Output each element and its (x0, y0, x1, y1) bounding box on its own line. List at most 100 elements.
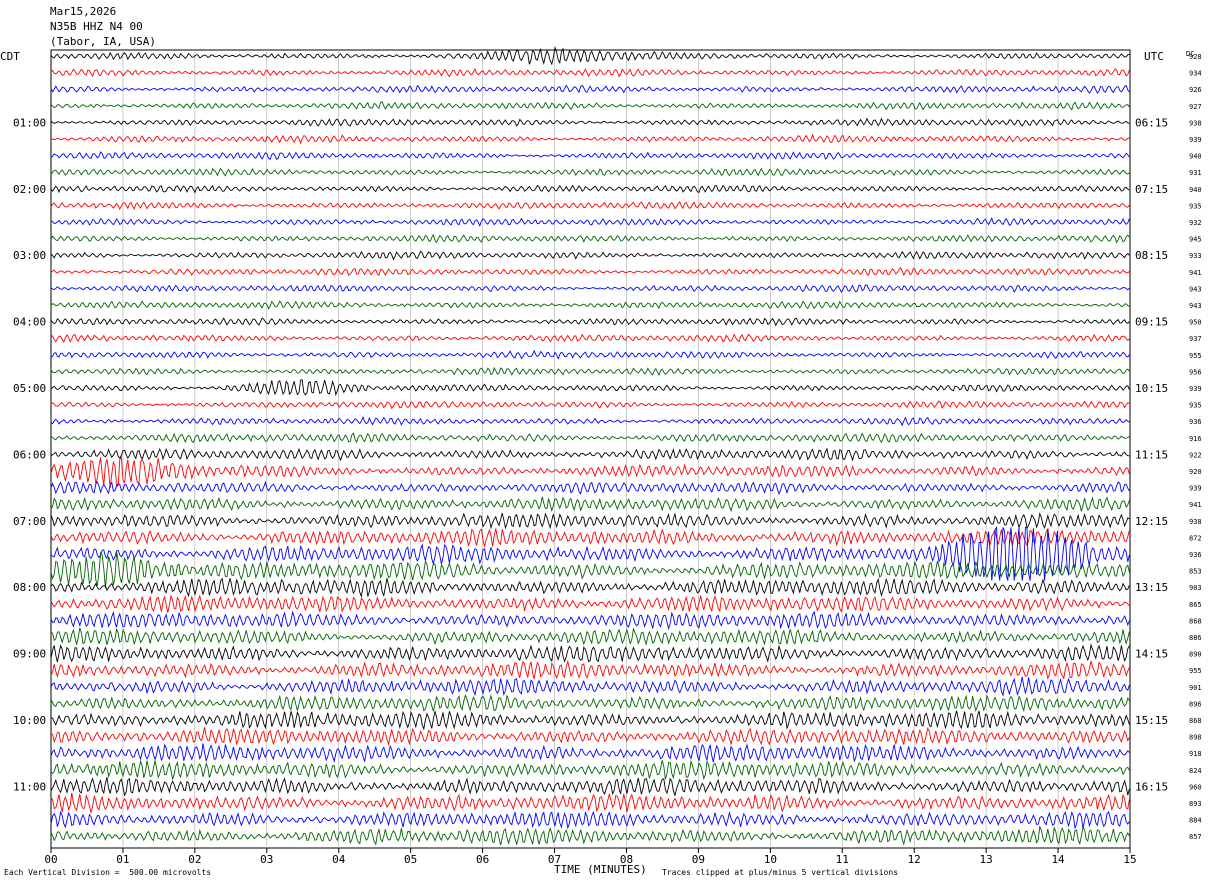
right-time-label: 10:15 (1135, 382, 1168, 395)
x-axis-label: TIME (MINUTES) (554, 863, 647, 876)
dc-offset-label: 868 (1189, 717, 1202, 725)
trace-row-33 (50, 577, 1130, 598)
trace-row-28 (50, 496, 1130, 513)
plot-frame (50, 49, 1131, 849)
trace-row-34 (50, 594, 1130, 614)
dc-offset-label: 872 (1189, 534, 1202, 542)
dc-offset-label: 893 (1189, 800, 1202, 808)
trace-row-41 (50, 710, 1130, 731)
left-axis-title: CDT (0, 50, 20, 63)
trace-row-26 (50, 455, 1130, 489)
dc-offset-label: 931 (1189, 169, 1202, 177)
trace-row-42 (50, 726, 1130, 746)
trace-row-6 (50, 133, 1130, 145)
trace-row-46 (50, 792, 1130, 815)
station-location: (Tabor, IA, USA) (50, 35, 156, 48)
dc-offset-label: 868 (1189, 617, 1202, 625)
right-time-label: 14:15 (1135, 648, 1168, 661)
trace-row-11 (50, 216, 1130, 228)
dc-offset-label: 903 (1189, 584, 1202, 592)
x-tick-label: 15 (1123, 853, 1136, 866)
trace-row-21 (50, 379, 1130, 397)
trace-row-2 (50, 68, 1130, 78)
right-time-label: 06:15 (1135, 116, 1168, 129)
trace-row-4 (50, 101, 1130, 111)
dc-offset-label: 939 (1189, 136, 1202, 144)
left-time-label: 01:00 (13, 116, 46, 129)
trace-row-7 (50, 151, 1130, 161)
trace-row-25 (50, 447, 1130, 462)
right-time-label: 15:15 (1135, 714, 1168, 727)
dc-offset-label: 937 (1189, 335, 1202, 343)
x-tick-label: 03 (260, 853, 273, 866)
trace-row-31 (50, 525, 1130, 581)
dc-offset-label: 853 (1189, 568, 1202, 576)
trace-row-8 (50, 167, 1130, 177)
trace-row-5 (50, 117, 1130, 127)
trace-row-14 (50, 267, 1130, 277)
trace-row-40 (50, 694, 1130, 713)
dc-offset-label: 938 (1189, 119, 1202, 127)
clip-note: Traces clipped at plus/minus 5 vertical … (662, 868, 899, 877)
dc-offset-label: 896 (1189, 700, 1202, 708)
dc-offset-label: 939 (1189, 485, 1202, 493)
x-tick-label: 00 (44, 853, 57, 866)
trace-row-20 (50, 366, 1130, 377)
trace-row-48 (50, 825, 1130, 846)
trace-row-35 (50, 610, 1130, 631)
trace-row-13 (50, 250, 1130, 261)
dc-offset-label: 943 (1189, 285, 1202, 293)
trace-row-27 (50, 480, 1130, 496)
trace-row-16 (50, 300, 1130, 310)
dc-offset-label: 945 (1189, 236, 1202, 244)
right-time-label: 09:15 (1135, 316, 1168, 329)
trace-row-38 (50, 659, 1130, 681)
dc-offset-label: 901 (1189, 684, 1202, 692)
right-time-label: 07:15 (1135, 183, 1168, 196)
dc-title: DC (1186, 50, 1195, 58)
dc-offset-label: 927 (1189, 103, 1202, 111)
dc-offset-label: 934 (1189, 70, 1202, 78)
dc-offset-label: 932 (1189, 219, 1202, 227)
trace-row-19 (50, 349, 1130, 360)
left-time-label: 03:00 (13, 249, 46, 262)
trace-row-9 (50, 184, 1130, 194)
trace-row-30 (50, 527, 1130, 548)
dc-offset-label: 955 (1189, 667, 1202, 675)
trace-row-45 (50, 777, 1130, 797)
dc-offset-label: 920 (1189, 468, 1202, 476)
trace-row-3 (50, 84, 1130, 95)
dc-offset-label: 928 (1189, 53, 1202, 61)
dc-offset-label: 890 (1189, 651, 1202, 659)
dc-offset-label: 824 (1189, 767, 1202, 775)
trace-row-39 (50, 676, 1130, 697)
left-time-label: 04:00 (13, 316, 46, 329)
x-tick-label: 09 (692, 853, 705, 866)
dc-offset-label: 939 (1189, 385, 1202, 393)
dc-offset-label: 935 (1189, 402, 1202, 410)
right-time-label: 08:15 (1135, 249, 1168, 262)
trace-row-36 (50, 627, 1130, 646)
trace-row-15 (50, 283, 1130, 294)
right-time-label: 13:15 (1135, 581, 1168, 594)
dc-offset-label: 943 (1189, 302, 1202, 310)
scale-note: Each Vertical Division = 500.00 microvol… (4, 868, 212, 877)
dc-offset-label: 955 (1189, 352, 1202, 360)
x-tick-label: 08 (620, 853, 633, 866)
trace-row-44 (50, 759, 1130, 781)
dc-offset-label: 935 (1189, 202, 1202, 210)
dc-offset-label: 916 (1189, 435, 1202, 443)
chart-date: Mar15,2026 (50, 5, 117, 18)
dc-offset-label: 857 (1189, 833, 1202, 841)
dc-offset-label: 936 (1189, 551, 1202, 559)
x-tick-label: 10 (764, 853, 777, 866)
x-tick-label: 12 (908, 853, 921, 866)
dc-offset-label: 933 (1189, 252, 1202, 260)
dc-offset-label: 941 (1189, 501, 1202, 509)
dc-offset-label: 938 (1189, 518, 1202, 526)
dc-offset-label: 936 (1189, 418, 1202, 426)
dc-offset-label: 956 (1189, 368, 1202, 376)
trace-row-12 (50, 233, 1130, 244)
trace-row-43 (50, 743, 1130, 763)
dc-offset-label: 884 (1189, 817, 1202, 825)
